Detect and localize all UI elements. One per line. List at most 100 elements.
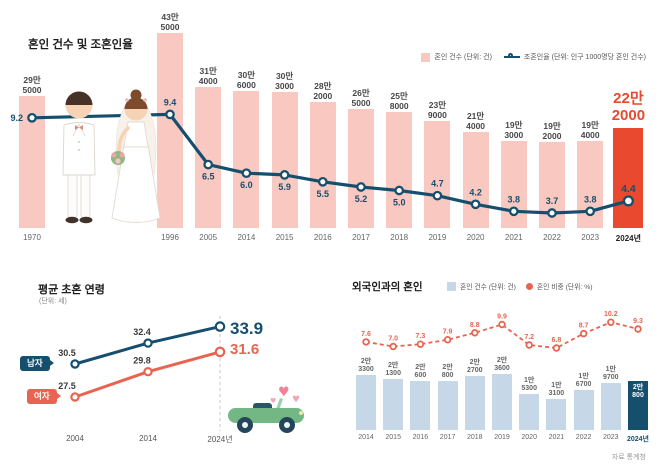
foreign-marriage-value: 2만 3300 [358, 358, 374, 373]
marriage-count-bar [539, 142, 565, 228]
male-age-line [74, 325, 221, 366]
female-age-value: 27.5 [58, 381, 76, 391]
age-chart-unit: (단위: 세) [39, 298, 67, 305]
marriage-count-value: 28만 2000 [313, 81, 333, 101]
foreign-marriage-value: 1만 9700 [603, 366, 619, 381]
male-age-value: 30.5 [58, 348, 76, 358]
foreign-share-point [552, 344, 561, 352]
svg-text:♥: ♥ [292, 395, 300, 405]
legend-label: 조혼인율 (단위: 인구 1000명당 혼인 건수) [523, 54, 646, 61]
just-married-car-illustration: ♥ ♥ ♥ [228, 385, 304, 433]
marriage-count-value: 29만 5000 [22, 75, 42, 95]
car-body [228, 398, 304, 433]
source-note: 자료 통계청 [611, 454, 646, 461]
foreign-chart-legend: 혼인 건수 (단위: 건) 혼인 비중 (단위: %) [447, 281, 593, 291]
blue-bar-swatch-icon [447, 281, 456, 291]
foreign-marriage-bar [437, 381, 458, 430]
marriage-count-value: 22만 2000 [611, 90, 646, 124]
foreign-marriage-bar [383, 379, 404, 430]
x-axis-label: 2021 [504, 233, 523, 242]
x-axis-label: 2017 [352, 233, 370, 242]
foreign-marriage-value: 1만 5300 [521, 377, 537, 392]
navy-line-swatch-icon [503, 53, 520, 62]
foreign-share-point [498, 320, 506, 329]
foreign-marriage-value: 2만 600 [414, 364, 427, 379]
foreign-share-value: 9.3 [633, 318, 643, 325]
marriage-count-value: 30만 3000 [275, 71, 295, 91]
groom-figure [62, 91, 96, 224]
foreign-marriage-value: 1만 3100 [548, 382, 565, 397]
x-axis-label: 2019 [494, 434, 510, 441]
x-axis-label: 2024년 [207, 435, 233, 444]
svg-text:♥: ♥ [270, 397, 276, 405]
x-axis-label: 2016 [313, 233, 332, 242]
female-age-point [214, 346, 226, 358]
female-series-tag: 여자 [27, 389, 61, 404]
foreign-marriage-value: 2만 1300 [385, 362, 401, 377]
x-axis-label: 2023 [581, 233, 600, 242]
x-axis-label: 2015 [275, 233, 294, 242]
legend-item-marriage-rate: 조혼인율 (단위: 인구 1000명당 혼인 건수) [503, 52, 646, 62]
male-series-tag: 남자 [20, 356, 54, 371]
marriage-count-value: 30만 6000 [236, 70, 256, 90]
foreign-marriage-value: 2만 800 [632, 384, 644, 399]
x-axis-label: 2005 [199, 233, 218, 242]
legend-item-foreign-share: 혼인 비중 (단위: %) [525, 281, 593, 291]
foreign-share-value: 8.7 [579, 323, 589, 330]
foreign-share-point [362, 338, 370, 346]
marriage-count-bar [348, 109, 374, 228]
x-axis-label: 2015 [385, 434, 401, 441]
x-axis-label: 1970 [23, 233, 41, 242]
marriage-count-bar [577, 141, 604, 228]
foreign-share-point [607, 318, 615, 326]
age-chart-title: 평균 초혼 연령 [38, 284, 105, 296]
legend-label: 혼인 비중 (단위: %) [536, 284, 593, 291]
marriage-count-bar [19, 96, 45, 228]
x-axis-label: 1996 [161, 233, 179, 242]
foreign-share-line [365, 321, 639, 349]
female-age-point [70, 392, 80, 402]
foreign-share-value: 9.9 [497, 313, 507, 320]
foreign-share-value: 7.9 [443, 329, 453, 336]
foreign-share-point [416, 340, 425, 348]
x-axis-label: 2024년 [626, 436, 649, 443]
female-age-line [74, 350, 221, 399]
marriage-count-bar [613, 128, 644, 228]
male-age-point [143, 338, 153, 348]
x-axis-label: 2019 [428, 233, 447, 242]
foreign-marriage-bar [519, 394, 540, 430]
x-axis-label: 2018 [467, 434, 483, 441]
male-age-point [214, 321, 226, 332]
foreign-share-point [389, 342, 397, 351]
x-axis-label: 2021 [548, 434, 565, 441]
male-final-age-value: 33.9 [230, 319, 264, 338]
foreign-share-value: 6.8 [552, 337, 562, 344]
marriage-count-value: 26만 5000 [351, 88, 371, 108]
female-age-value: 29.8 [133, 356, 151, 366]
foreign-marriage-bar [573, 390, 594, 430]
foreign-share-value: 7.3 [416, 333, 426, 340]
foreign-marriage-value: 2만 800 [441, 364, 454, 379]
x-axis-label: 2014 [358, 434, 374, 441]
foreign-marriage-bar [492, 374, 512, 430]
foreign-share-point [471, 329, 479, 337]
x-axis-label: 2018 [390, 233, 409, 242]
orange-dot-swatch-icon [525, 282, 533, 290]
male-age-point [70, 359, 80, 369]
bouquet-icon [111, 151, 125, 165]
marriage-count-bar [386, 112, 413, 228]
foreign-share-value: 8.8 [470, 322, 480, 329]
foreign-marriage-value: 1만 6700 [575, 373, 592, 388]
foreign-marriage-bar [600, 383, 621, 430]
foreign-share-point [579, 329, 588, 338]
marriage-count-bar [424, 121, 451, 228]
marriage-count-bar [500, 141, 527, 228]
marriage-count-value: 31만 4000 [198, 66, 218, 86]
foreign-share-value: 7.2 [524, 334, 534, 341]
top-chart-title: 혼인 건수 및 조혼인율 [28, 39, 133, 51]
x-axis-label: 2024년 [615, 234, 641, 243]
marriage-count-bar [195, 87, 222, 228]
x-axis-label: 2020 [521, 434, 537, 441]
marriage-count-bar [233, 91, 260, 228]
